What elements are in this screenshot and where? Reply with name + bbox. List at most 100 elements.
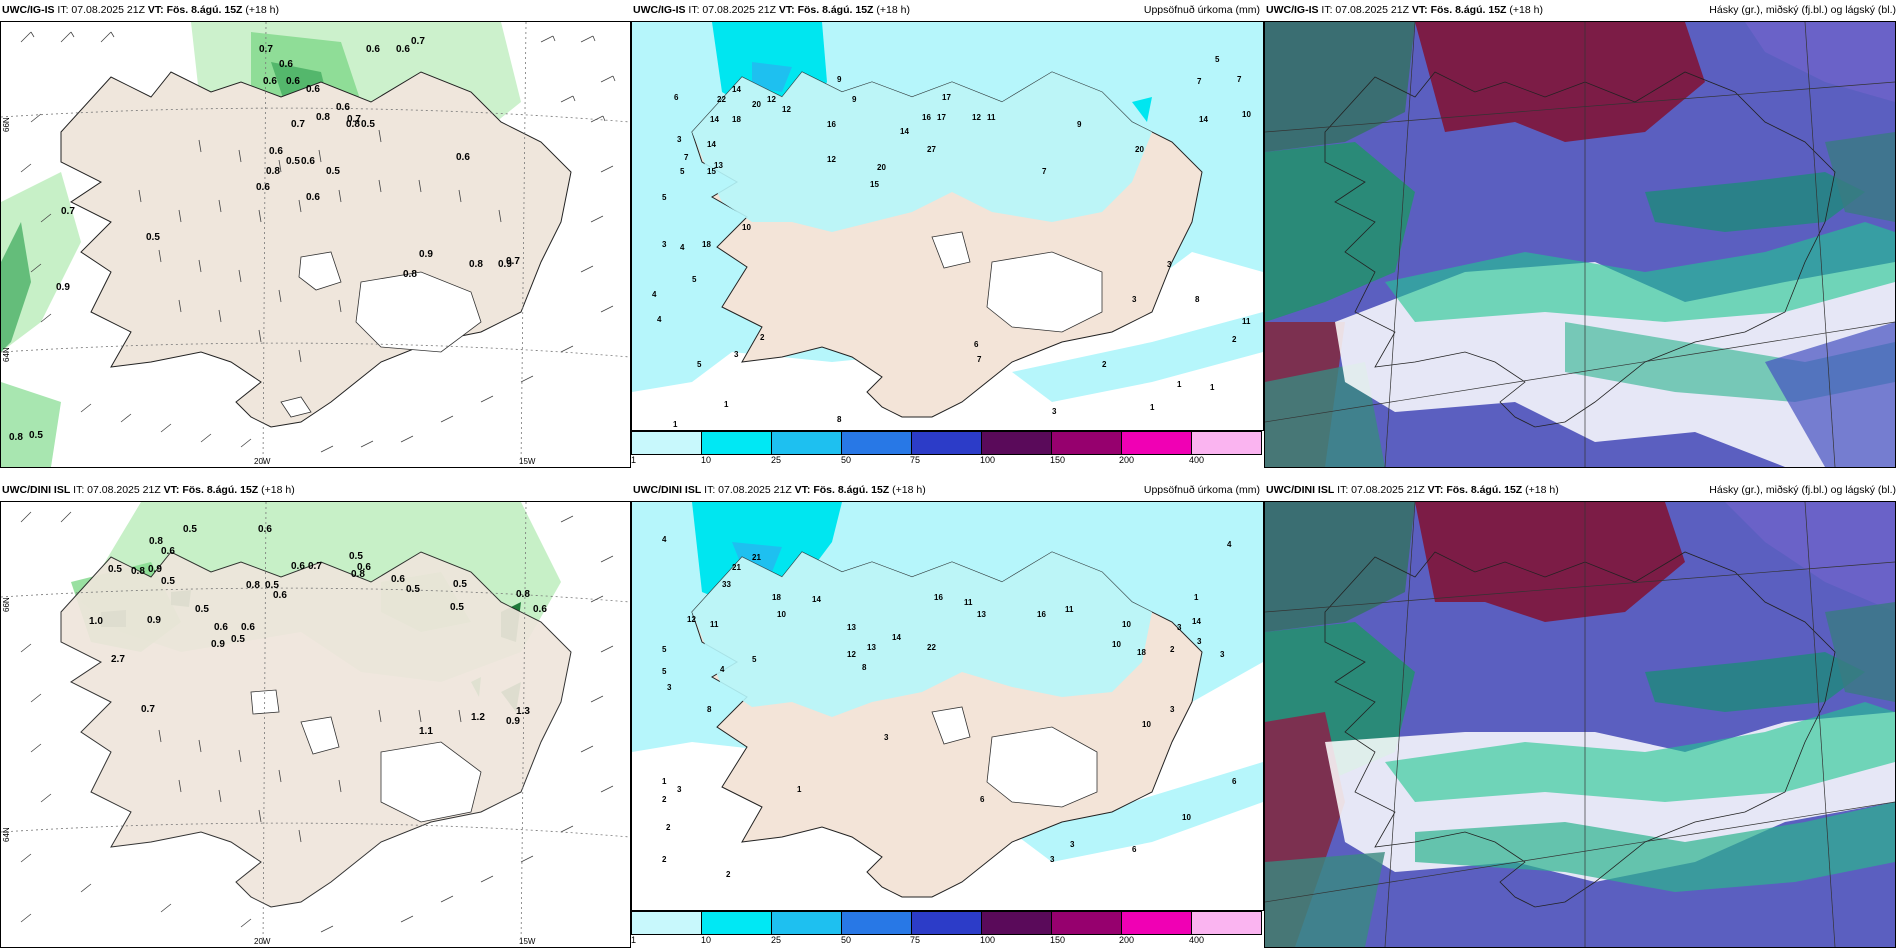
precip-value: 8: [1195, 295, 1200, 304]
colorbar-segment: [1192, 912, 1261, 934]
precip-value: 3: [1197, 637, 1202, 646]
colorbar-tick: 200: [1119, 935, 1135, 945]
wind-value: 0.8: [316, 112, 330, 123]
wind-value: 1.3: [516, 706, 530, 717]
precip-value: 10: [1112, 640, 1121, 649]
precip-map[interactable]: 14 20 12 12 9 9 22 14 18 14 13 15 12 16 …: [631, 21, 1264, 431]
precip-value: 11: [987, 113, 996, 122]
precip-value: 22: [927, 643, 936, 652]
panel-header: UWC/IG-IS IT: 07.08.2025 21Z VT: Fös. 8.…: [0, 0, 631, 20]
cloud-map[interactable]: [1264, 501, 1896, 948]
cloud-map-svg: [1265, 502, 1895, 947]
valid-time: VT: Fös. 8.ágú. 15Z: [794, 484, 890, 496]
precip-value: 14: [1192, 617, 1201, 626]
precip-value: 4: [720, 665, 725, 674]
model-name: UWC/DINI ISL: [1266, 484, 1335, 496]
precip-value: 1: [1150, 403, 1155, 412]
precip-value: 10: [1142, 720, 1151, 729]
precip-value: 13: [867, 643, 876, 652]
precip-value: 12: [782, 105, 791, 114]
precip-value: 4: [657, 315, 662, 324]
wind-value: 0.5: [326, 166, 340, 177]
precip-value: 10: [1182, 813, 1191, 822]
colorbar-tick: 50: [841, 935, 852, 945]
lead-time: (+18 h): [245, 4, 279, 16]
wind-value: 0.9: [211, 639, 225, 650]
precip-value: 4: [662, 535, 667, 544]
precip-value: 27: [927, 145, 936, 154]
precip-value: 3: [1050, 855, 1055, 864]
panel-header: UWC/IG-IS IT: 07.08.2025 21Z VT: Fös. 8.…: [1264, 0, 1900, 20]
model-name: UWC/IG-IS: [2, 4, 55, 16]
lead-time: (+18 h): [261, 484, 295, 496]
wind-value: 0.7: [291, 119, 305, 130]
precip-value: 6: [1132, 845, 1137, 854]
precip-colorbar: [631, 911, 1262, 935]
precip-value: 1: [797, 785, 802, 794]
wind-value: 0.9: [506, 716, 520, 727]
precip-value: 16: [922, 113, 931, 122]
colorbar-tick: 25: [771, 455, 782, 465]
cloud-panel-row2: UWC/DINI ISL IT: 07.08.2025 21Z VT: Fös.…: [1264, 480, 1900, 950]
precip-value: 8: [837, 415, 842, 424]
colorbar-tick: 400: [1189, 455, 1205, 465]
precip-value: 2: [1102, 360, 1107, 369]
colorbar-segment: [1052, 432, 1122, 454]
precip-value: 1: [724, 400, 729, 409]
lon-label: 15W: [519, 937, 536, 946]
precip-value: 6: [674, 93, 679, 102]
wind-value: 0.6: [357, 562, 371, 573]
model-name: UWC/IG-IS: [633, 4, 686, 16]
precip-value: 3: [1070, 840, 1075, 849]
precip-value: 17: [942, 93, 951, 102]
colorbar-segment: [982, 432, 1052, 454]
wind-map[interactable]: 0.7 0.6 0.6 0.7 0.6 0.6 0.6 0.6 0.8 0.6 …: [0, 21, 631, 468]
cloud-map-svg: [1265, 22, 1895, 467]
colorbar-segment: [1192, 432, 1261, 454]
wind-map[interactable]: 0.5 0.6 0.8 0.5 0.9 0.6 0.8 0.5 1.0 0.9 …: [0, 501, 631, 948]
cloud-panel-row1: UWC/IG-IS IT: 07.08.2025 21Z VT: Fös. 8.…: [1264, 0, 1900, 470]
precip-value: 18: [732, 115, 741, 124]
colorbar-labels: 1 10 25 50 75 100 150 200 400: [631, 455, 1260, 467]
lead-time: (+18 h): [892, 484, 926, 496]
wind-value: 0.8: [469, 259, 483, 270]
wind-value: 0.6: [336, 102, 350, 113]
wind-value: 0.8: [246, 580, 260, 591]
precip-value: 12: [767, 95, 776, 104]
colorbar-tick: 75: [910, 935, 921, 945]
precip-value: 4: [680, 243, 685, 252]
lat-label: 64N: [2, 347, 11, 362]
model-name: UWC/DINI ISL: [633, 484, 702, 496]
colorbar-segment: [1052, 912, 1122, 934]
wind-value: 0.7: [141, 704, 155, 715]
lat-label: 64N: [2, 827, 11, 842]
cloud-map[interactable]: [1264, 21, 1896, 468]
precip-value: 18: [702, 240, 711, 249]
precip-value: 5: [697, 360, 702, 369]
wind-value: 0.5: [231, 634, 245, 645]
precip-value: 5: [662, 667, 667, 676]
wind-value: 0.9: [498, 259, 512, 270]
precip-value: 15: [707, 167, 716, 176]
wind-map-svg: 0.5 0.6 0.8 0.5 0.9 0.6 0.8 0.5 1.0 0.9 …: [1, 502, 630, 947]
precip-value: 12: [827, 155, 836, 164]
precip-value: 8: [707, 705, 712, 714]
wind-value: 0.8: [9, 432, 23, 443]
wind-value: 0.6: [286, 76, 300, 87]
precip-map[interactable]: 21 33 21 18 14 10 12 11 13 16 11 13 16 1…: [631, 501, 1264, 911]
lead-time: (+18 h): [1509, 4, 1543, 16]
precip-value: 22: [717, 95, 726, 104]
precip-value: 18: [772, 593, 781, 602]
precip-value: 12: [687, 615, 696, 624]
precip-title: Uppsöfnuð úrkoma (mm): [1143, 484, 1260, 496]
colorbar-tick: 150: [1050, 455, 1066, 465]
precip-value: 4: [652, 290, 657, 299]
precip-value: 1: [1194, 593, 1199, 602]
precip-value: 14: [900, 127, 909, 136]
precip-value: 9: [852, 95, 857, 104]
precip-value: 11: [964, 598, 973, 607]
precip-value: 21: [732, 563, 741, 572]
precip-value: 17: [937, 113, 946, 122]
colorbar-segment: [842, 432, 912, 454]
precip-value: 5: [662, 193, 667, 202]
